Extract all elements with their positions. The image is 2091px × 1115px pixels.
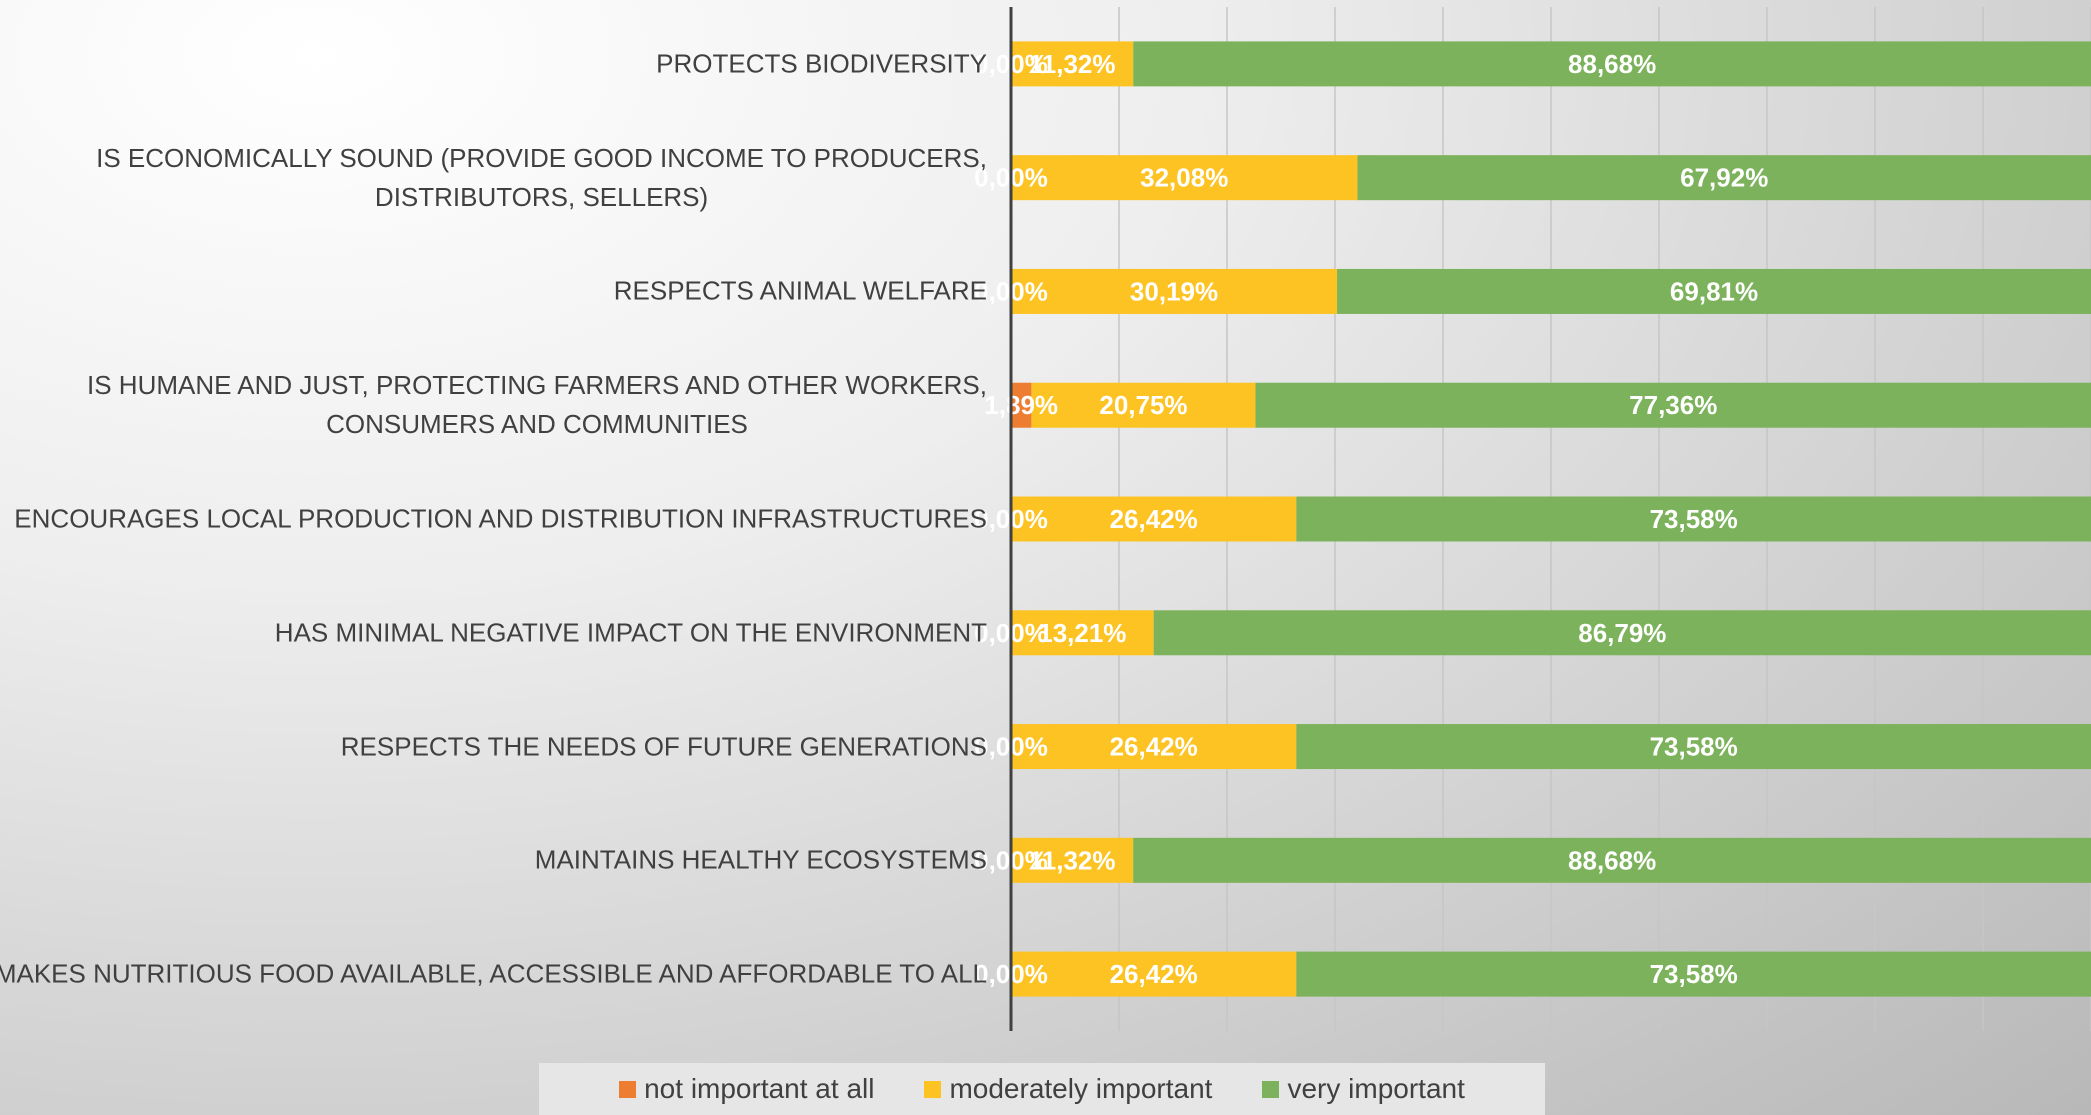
data-label: 77,36% bbox=[1629, 390, 1717, 420]
category-label: ENCOURAGES LOCAL PRODUCTION AND DISTRIBU… bbox=[14, 503, 987, 534]
legend-item: moderately important bbox=[924, 1073, 1212, 1105]
data-label: 86,79% bbox=[1578, 618, 1666, 648]
legend-swatch bbox=[924, 1080, 942, 1098]
legend-text: moderately important bbox=[949, 1073, 1213, 1104]
bar-segment bbox=[1011, 837, 1134, 883]
data-label: 26,42% bbox=[1110, 504, 1198, 534]
data-label: 20,75% bbox=[1099, 390, 1187, 420]
category-label: IS ECONOMICALLY SOUND (PROVIDE GOOD INCO… bbox=[96, 142, 987, 212]
bar-segment bbox=[1011, 496, 1297, 542]
data-label: 26,42% bbox=[1110, 732, 1198, 762]
data-label: 11,32% bbox=[1029, 845, 1116, 875]
data-label: 32,08% bbox=[1140, 163, 1228, 193]
legend-swatch bbox=[619, 1080, 637, 1098]
bar-segment bbox=[1011, 268, 1338, 314]
legend-text: not important at all bbox=[644, 1073, 875, 1104]
data-label: 26,42% bbox=[1110, 959, 1198, 989]
category-label: IS HUMANE AND JUST, PROTECTING FARMERS A… bbox=[87, 370, 987, 440]
data-label: 88,68% bbox=[1568, 49, 1656, 79]
data-label: 88,68% bbox=[1568, 845, 1656, 875]
legend-item: not important at all bbox=[619, 1073, 874, 1105]
legend: not important at all moderately important… bbox=[539, 1063, 1545, 1115]
data-label: 11,32% bbox=[1029, 49, 1116, 79]
bar-segment bbox=[1011, 41, 1134, 87]
data-label: 13,21% bbox=[1038, 618, 1126, 648]
bar-segment bbox=[1296, 724, 2091, 770]
bar-segment bbox=[1357, 155, 2091, 201]
bar-segment bbox=[1337, 268, 2091, 314]
bar-segment bbox=[1153, 610, 2091, 656]
bar-segment bbox=[1031, 382, 1256, 428]
bar-segment bbox=[1296, 496, 2091, 542]
category-label: RESPECTS ANIMAL WELFARE bbox=[613, 275, 987, 306]
data-label: 73,58% bbox=[1650, 504, 1738, 534]
bar-segment bbox=[1011, 610, 1154, 656]
bar-segment bbox=[1011, 951, 1297, 997]
data-label: 73,58% bbox=[1650, 732, 1738, 762]
bar-segment bbox=[1133, 41, 2091, 87]
bar-segment bbox=[1011, 724, 1297, 770]
data-label: 69,81% bbox=[1670, 276, 1758, 306]
data-label: 30,19% bbox=[1130, 276, 1218, 306]
legend-swatch bbox=[1262, 1080, 1280, 1098]
category-label: PROTECTS BIODIVERSITY bbox=[656, 48, 987, 79]
bar-segment bbox=[1133, 837, 2091, 883]
category-label: HAS MINIMAL NEGATIVE IMPACT ON THE ENVIR… bbox=[274, 617, 987, 648]
category-label: MAKES NUTRITIOUS FOOD AVAILABLE, ACCESSI… bbox=[0, 958, 987, 989]
category-label: RESPECTS THE NEEDS OF FUTURE GENERATIONS bbox=[340, 731, 987, 762]
data-label: 1,89% bbox=[984, 390, 1058, 420]
legend-text: very important bbox=[1287, 1073, 1465, 1104]
bar-segment bbox=[1296, 951, 2091, 997]
category-label: MAINTAINS HEALTHY ECOSYSTEMS bbox=[534, 844, 987, 875]
data-label: 67,92% bbox=[1680, 163, 1768, 193]
legend-item: very important bbox=[1262, 1073, 1465, 1105]
data-label: 73,58% bbox=[1650, 959, 1738, 989]
bar-segment bbox=[1011, 382, 1032, 428]
bar-segment bbox=[1255, 382, 2091, 428]
bar-segment bbox=[1011, 155, 1358, 201]
chart: 0,00%11,32% 88,68%0,00% 32,08% 67,92%0,00% 3… bbox=[984, 7, 2091, 1031]
